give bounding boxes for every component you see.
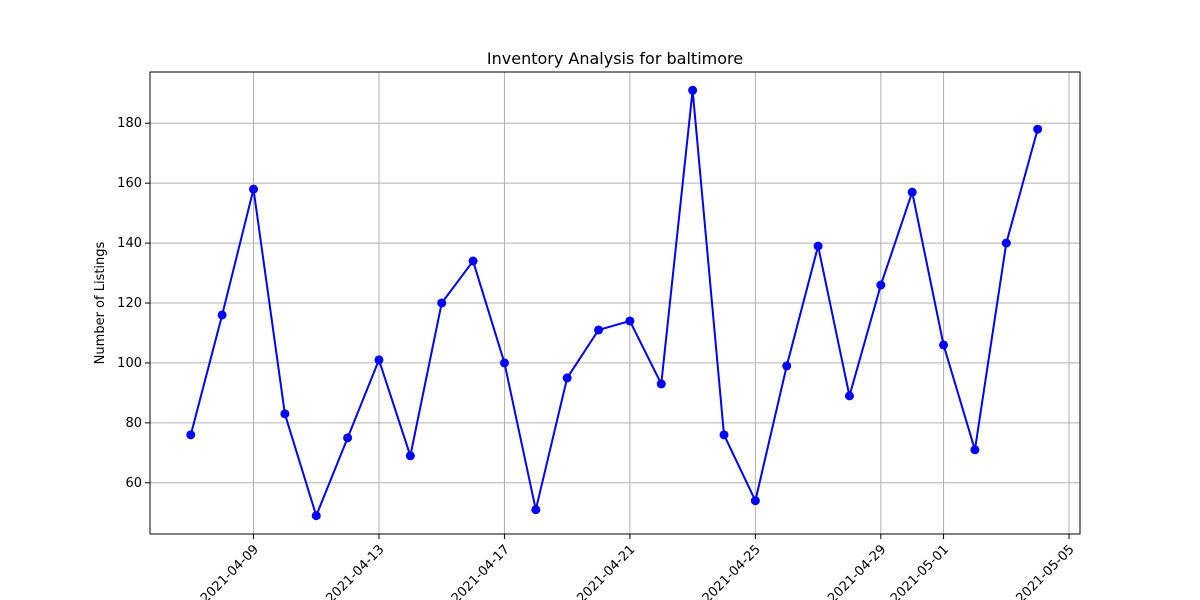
y-tick-label: 180 <box>117 116 142 131</box>
y-tick-label: 160 <box>117 176 142 191</box>
x-tick-label: 2021-04-17 <box>449 542 513 600</box>
data-point <box>280 409 290 419</box>
axis-ticks: 2021-04-09 2021-04-13 2021-04-17 2021-04-21… <box>117 116 1077 600</box>
data-point <box>374 355 384 365</box>
data-point <box>594 325 604 335</box>
data-point <box>311 511 321 521</box>
chart-title: Inventory Analysis for baltimore <box>487 49 743 68</box>
data-point <box>656 379 666 389</box>
data-point <box>186 430 196 440</box>
data-point <box>782 361 792 371</box>
data-point <box>625 316 635 326</box>
data-point <box>719 430 729 440</box>
data-point <box>437 298 447 308</box>
data-point <box>1001 238 1011 248</box>
series-line <box>189 90 1039 519</box>
data-point <box>813 241 823 251</box>
y-tick-label: 60 <box>125 476 142 491</box>
data-point <box>844 391 854 401</box>
grid-lines <box>150 72 1080 534</box>
data-point <box>405 451 415 461</box>
data-layer <box>186 85 1043 521</box>
data-point <box>907 187 917 197</box>
y-axis-label: Number of Listings <box>93 241 108 364</box>
x-tick-label: 2021-04-13 <box>323 542 387 600</box>
y-tick-label: 120 <box>117 296 142 311</box>
x-tick-label: 2021-05-01 <box>888 542 952 600</box>
x-tick-label: 2021-04-25 <box>700 542 764 600</box>
data-point <box>970 445 980 455</box>
data-point <box>343 433 353 443</box>
data-point <box>688 85 698 95</box>
data-point <box>876 280 886 290</box>
data-point <box>750 496 760 506</box>
y-tick-label: 80 <box>125 416 142 431</box>
data-point <box>217 310 227 320</box>
data-point <box>562 373 572 383</box>
x-tick-label: 2021-04-21 <box>574 542 638 600</box>
data-point <box>468 256 478 266</box>
data-point <box>939 340 949 350</box>
x-tick-label: 2021-04-29 <box>825 542 889 600</box>
data-point <box>249 184 259 194</box>
y-tick-label: 100 <box>117 356 142 371</box>
data-point <box>531 505 541 515</box>
y-tick-label: 140 <box>117 236 142 251</box>
data-point <box>1033 124 1043 134</box>
x-tick-label: 2021-04-09 <box>198 542 262 600</box>
x-tick-label: 2021-05-05 <box>1013 542 1077 600</box>
data-point <box>499 358 509 368</box>
